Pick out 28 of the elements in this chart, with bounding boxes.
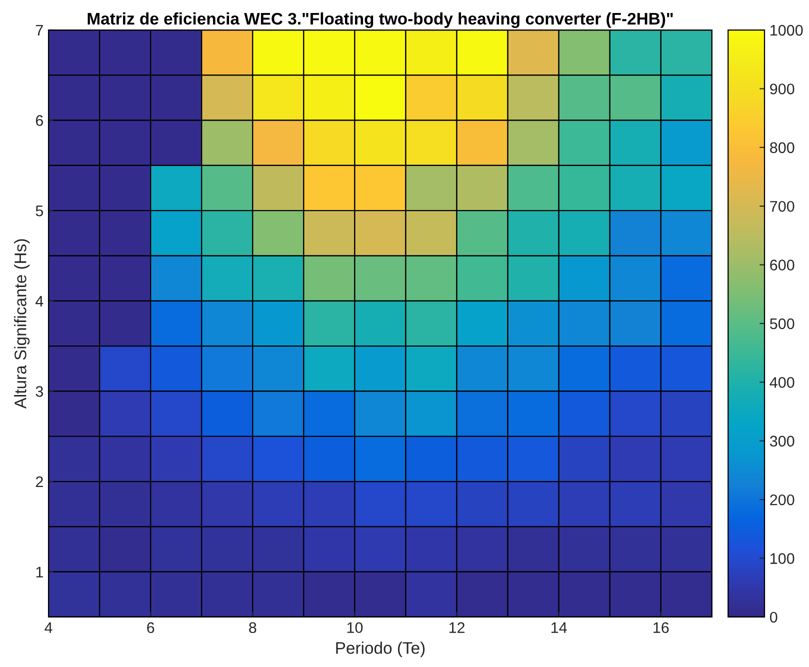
x-tick-label: 14 xyxy=(552,622,567,633)
x-tick-label: 6 xyxy=(147,622,154,634)
color-bar-label: 600 xyxy=(770,260,794,270)
x-tick-label: 12 xyxy=(449,622,465,633)
color-bar-label: 800 xyxy=(770,142,794,154)
y-tick-label: 5 xyxy=(36,206,44,216)
x-axis-title: Periodo (Te) xyxy=(336,642,425,658)
color-bar-label: 300 xyxy=(770,436,794,447)
y-tick-label: 4 xyxy=(36,296,44,306)
color-bar-label: 700 xyxy=(770,200,794,212)
y-axis-title: Altura Significante (Hs) xyxy=(14,239,30,409)
color-bar-label: 100 xyxy=(770,553,794,564)
y-tick-label: 2 xyxy=(36,476,43,488)
x-tick-label: 10 xyxy=(347,622,363,634)
y-tick-label: 7 xyxy=(36,25,43,36)
color-bar-label: 0 xyxy=(770,612,778,623)
x-tick-label: 8 xyxy=(249,622,256,634)
chart-title: Matriz de eficiencia WEC 3."Floating two-body heaving converter (F-2HB)" xyxy=(88,12,673,28)
color-bar-label: 500 xyxy=(770,318,794,330)
y-tick-label: 6 xyxy=(36,115,44,126)
x-tick-label: 16 xyxy=(654,622,669,634)
color-bar-label: 1000 xyxy=(770,24,803,36)
color-bar-label: 400 xyxy=(770,377,794,388)
color-bar-label: 900 xyxy=(770,84,794,94)
y-tick-label: 1 xyxy=(36,566,43,578)
y-tick-label: 3 xyxy=(36,386,44,397)
color-bar-label: 200 xyxy=(770,494,794,506)
x-tick-label: 4 xyxy=(44,622,52,633)
